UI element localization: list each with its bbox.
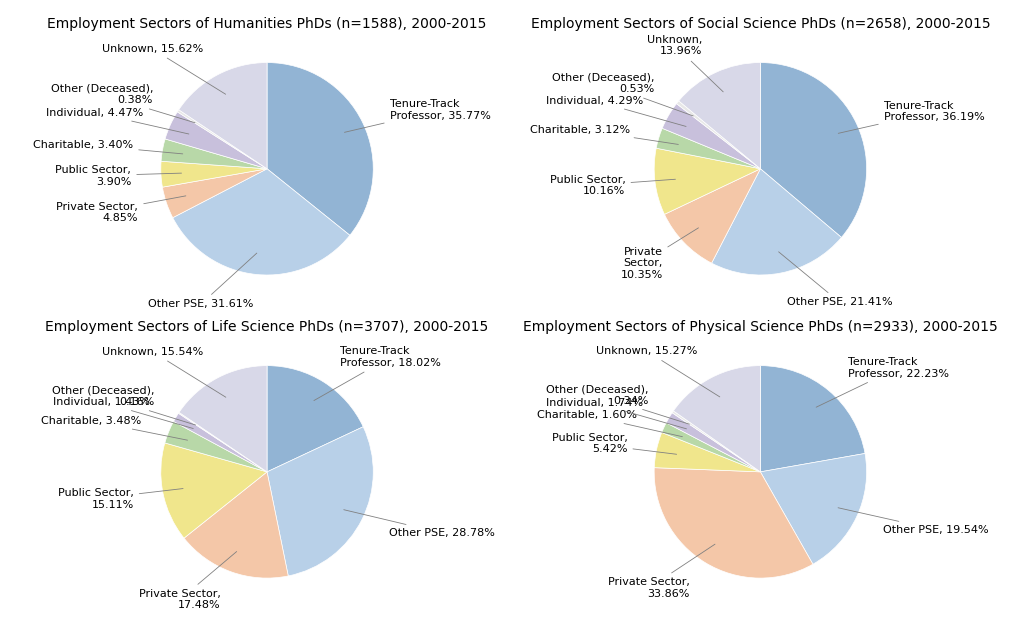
Text: Public Sector,
15.11%: Public Sector, 15.11% (58, 488, 183, 509)
Text: Other (Deceased),
0.34%: Other (Deceased), 0.34% (546, 384, 689, 424)
Text: Tenure-Track
Professor, 35.77%: Tenure-Track Professor, 35.77% (344, 99, 490, 133)
Text: Other PSE, 28.78%: Other PSE, 28.78% (344, 510, 495, 538)
Text: Individual, 4.47%: Individual, 4.47% (46, 108, 188, 134)
Wedge shape (672, 411, 761, 472)
Text: Other (Deceased),
0.16%: Other (Deceased), 0.16% (51, 386, 196, 425)
Text: Charitable, 3.12%: Charitable, 3.12% (530, 124, 678, 144)
Wedge shape (161, 161, 267, 187)
Text: Unknown, 15.62%: Unknown, 15.62% (101, 44, 225, 94)
Wedge shape (173, 169, 350, 275)
Text: Individual, 1.43%: Individual, 1.43% (53, 397, 194, 428)
Text: Charitable, 1.60%: Charitable, 1.60% (537, 410, 682, 436)
Text: Public Sector,
3.90%: Public Sector, 3.90% (55, 165, 181, 187)
Wedge shape (654, 148, 761, 214)
Wedge shape (165, 112, 267, 169)
Wedge shape (761, 453, 866, 564)
Wedge shape (654, 433, 761, 472)
Wedge shape (179, 365, 267, 472)
Wedge shape (662, 423, 761, 472)
Text: Individual, 1.74%: Individual, 1.74% (547, 398, 686, 429)
Wedge shape (161, 443, 267, 538)
Text: Unknown, 15.27%: Unknown, 15.27% (596, 346, 720, 397)
Title: Employment Sectors of Physical Science PhDs (n=2933), 2000-2015: Employment Sectors of Physical Science P… (523, 320, 997, 333)
Text: Unknown,
13.96%: Unknown, 13.96% (647, 35, 723, 92)
Wedge shape (163, 169, 267, 218)
Wedge shape (179, 63, 267, 169)
Wedge shape (173, 413, 267, 472)
Wedge shape (656, 128, 761, 169)
Text: Private Sector,
33.86%: Private Sector, 33.86% (608, 544, 715, 599)
Text: Charitable, 3.48%: Charitable, 3.48% (41, 416, 187, 440)
Text: Other (Deceased),
0.53%: Other (Deceased), 0.53% (552, 73, 693, 116)
Wedge shape (677, 101, 761, 169)
Wedge shape (761, 63, 866, 237)
Wedge shape (165, 421, 267, 472)
Text: Public Sector,
5.42%: Public Sector, 5.42% (552, 433, 677, 454)
Text: Private
Sector,
10.35%: Private Sector, 10.35% (621, 228, 698, 280)
Wedge shape (712, 169, 842, 275)
Wedge shape (267, 365, 364, 472)
Text: Individual, 4.29%: Individual, 4.29% (546, 95, 686, 126)
Wedge shape (161, 139, 267, 169)
Text: Tenure-Track
Professor, 18.02%: Tenure-Track Professor, 18.02% (314, 346, 441, 401)
Text: Other (Deceased),
0.38%: Other (Deceased), 0.38% (50, 84, 195, 122)
Text: Tenure-Track
Professor, 36.19%: Tenure-Track Professor, 36.19% (839, 101, 984, 133)
Wedge shape (761, 365, 865, 472)
Title: Employment Sectors of Social Science PhDs (n=2658), 2000-2015: Employment Sectors of Social Science PhD… (530, 17, 990, 31)
Wedge shape (663, 104, 761, 169)
Wedge shape (665, 169, 761, 263)
Text: Private Sector,
4.85%: Private Sector, 4.85% (56, 196, 185, 223)
Wedge shape (674, 365, 761, 472)
Text: Public Sector,
10.16%: Public Sector, 10.16% (550, 175, 676, 197)
Wedge shape (267, 427, 374, 576)
Wedge shape (667, 413, 761, 472)
Text: Unknown, 15.54%: Unknown, 15.54% (102, 347, 226, 398)
Text: Private Sector,
17.48%: Private Sector, 17.48% (139, 551, 237, 610)
Wedge shape (679, 63, 761, 169)
Wedge shape (267, 63, 374, 236)
Text: Tenure-Track
Professor, 22.23%: Tenure-Track Professor, 22.23% (816, 357, 949, 407)
Title: Employment Sectors of Humanities PhDs (n=1588), 2000-2015: Employment Sectors of Humanities PhDs (n… (47, 17, 486, 31)
Title: Employment Sectors of Life Science PhDs (n=3707), 2000-2015: Employment Sectors of Life Science PhDs … (45, 320, 488, 333)
Text: Other PSE, 31.61%: Other PSE, 31.61% (148, 253, 257, 309)
Text: Charitable, 3.40%: Charitable, 3.40% (33, 139, 182, 154)
Wedge shape (177, 110, 267, 169)
Text: Other PSE, 21.41%: Other PSE, 21.41% (778, 252, 893, 307)
Text: Other PSE, 19.54%: Other PSE, 19.54% (838, 508, 989, 535)
Wedge shape (184, 472, 288, 578)
Wedge shape (178, 413, 267, 472)
Wedge shape (654, 468, 813, 578)
